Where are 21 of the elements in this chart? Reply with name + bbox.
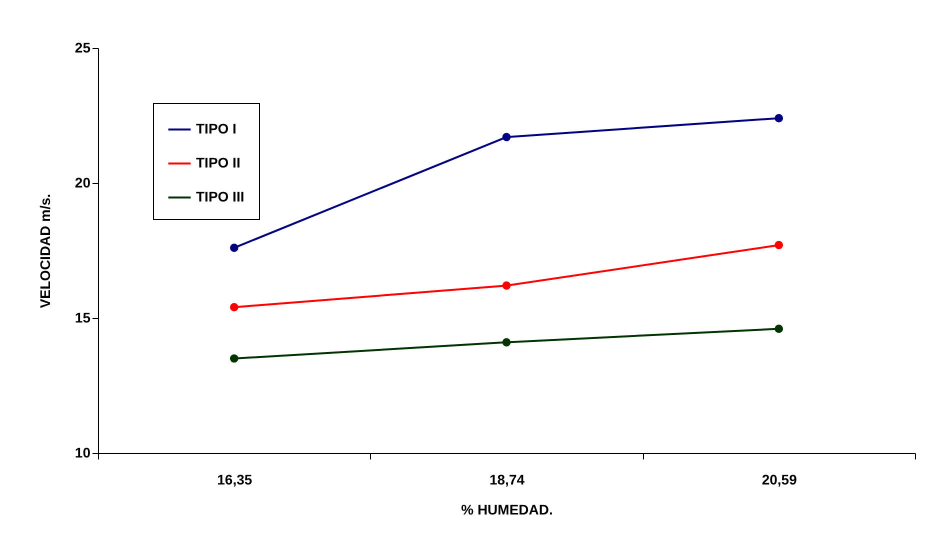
y-axis-title: VELOCIDAD m/s. — [36, 194, 53, 308]
point — [502, 281, 511, 290]
y-tick-label: 20 — [74, 174, 91, 190]
legend-label: TIPO III — [196, 188, 244, 204]
point — [774, 240, 784, 250]
legend-label: TIPO II — [196, 154, 240, 170]
y-tick-label: 10 — [74, 444, 91, 460]
x-axis-title: % HUMEDAD. — [461, 502, 553, 518]
legend-label: TIPO I — [196, 120, 236, 136]
x-tick-label: 20,59 — [762, 472, 798, 488]
point — [502, 338, 511, 346]
y-tick-label: 15 — [74, 310, 91, 326]
x-tick-label: 16,35 — [217, 472, 252, 488]
point — [774, 114, 784, 122]
point — [230, 303, 238, 312]
point — [502, 132, 511, 142]
y-tick-label: 25 — [74, 40, 91, 56]
point — [230, 244, 238, 252]
point — [230, 354, 238, 363]
point — [774, 324, 784, 333]
x-tick-label: 18,74 — [489, 472, 525, 488]
